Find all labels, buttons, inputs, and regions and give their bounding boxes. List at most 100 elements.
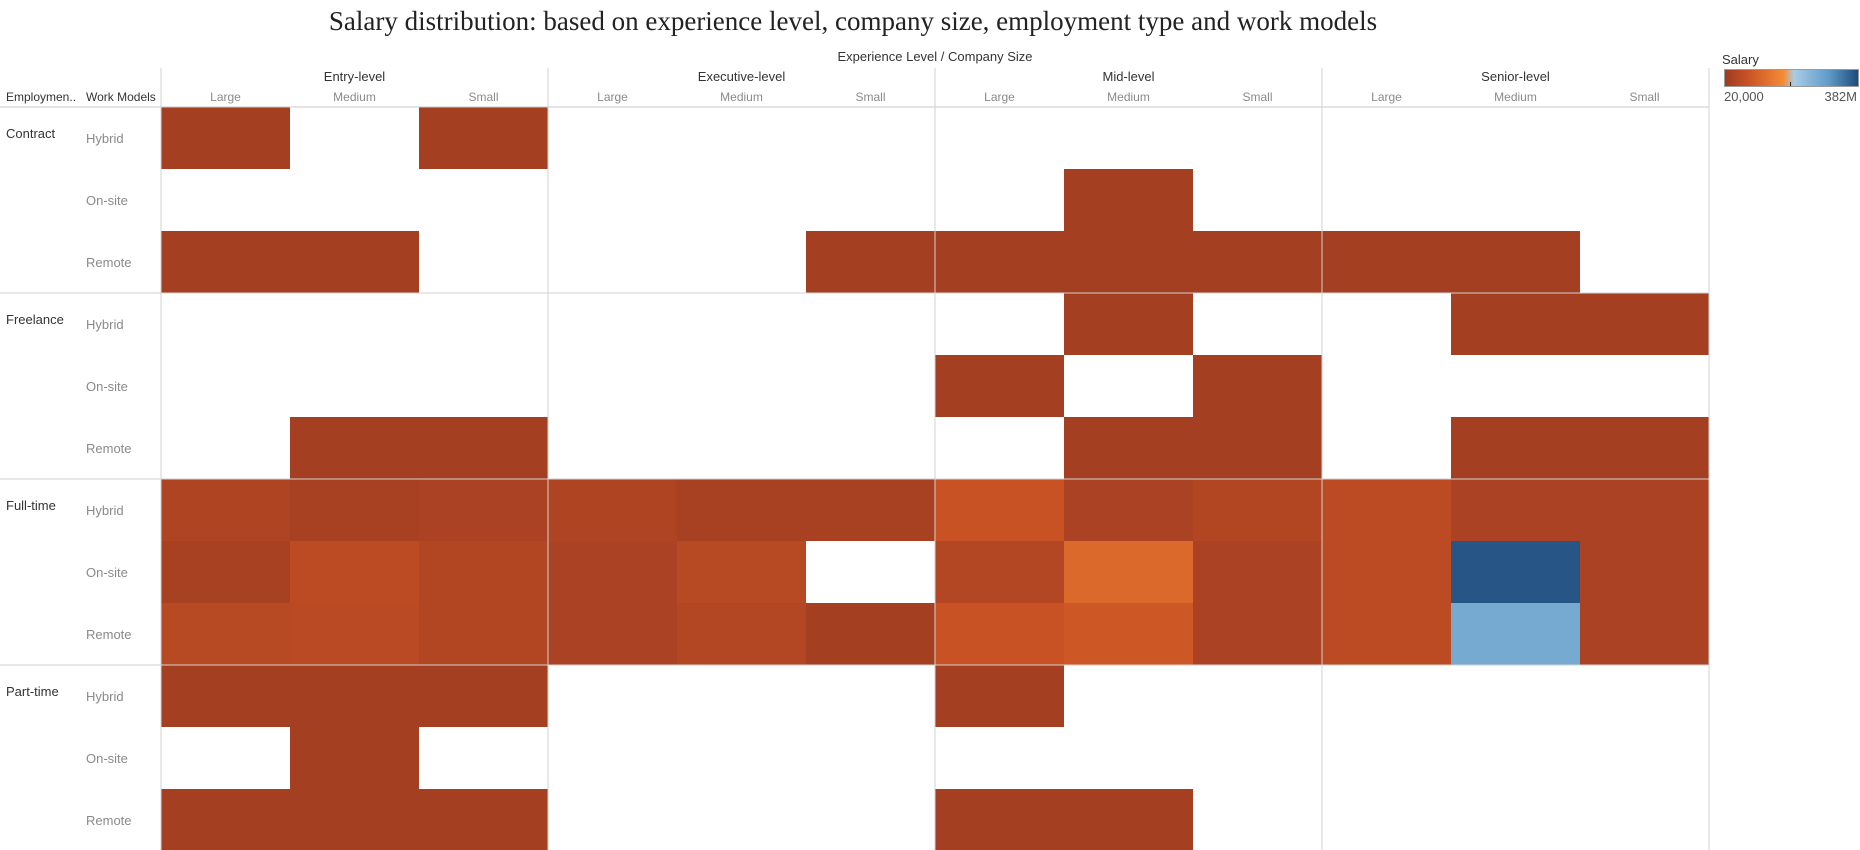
heatmap-cell <box>1580 603 1709 665</box>
heatmap-cell <box>290 665 419 727</box>
work-model-label: Remote <box>86 441 132 456</box>
heatmap-cell <box>935 355 1064 417</box>
heatmap-cell <box>161 665 290 727</box>
heatmap-cell <box>161 479 290 541</box>
heatmap-cell <box>806 231 935 293</box>
work-model-label: Remote <box>86 627 132 642</box>
heatmap-cell <box>419 789 548 850</box>
heatmap-cell <box>1193 541 1322 603</box>
heatmap-cell <box>419 417 548 479</box>
heatmap-cell <box>161 107 290 169</box>
heatmap-cell <box>1322 603 1451 665</box>
row-header-work-models: Work Models <box>86 90 156 104</box>
company-size-label: Medium <box>333 90 376 104</box>
heatmap-cell <box>419 541 548 603</box>
work-model-label: On-site <box>86 751 128 766</box>
heatmap-cell <box>1451 293 1580 355</box>
heatmap-cell <box>548 603 677 665</box>
company-size-label: Medium <box>1107 90 1150 104</box>
legend-max-label: 382M <box>1824 89 1857 104</box>
heatmap-cell <box>548 479 677 541</box>
column-header: Experience Level / Company Size <box>837 49 1032 64</box>
heatmap-cell <box>1451 479 1580 541</box>
heatmap-cell <box>1193 603 1322 665</box>
row-header-employment: Employmen.. <box>6 90 76 104</box>
company-size-label: Large <box>1371 90 1402 104</box>
company-size-label: Large <box>597 90 628 104</box>
heatmap-cell <box>1193 417 1322 479</box>
legend-min-label: 20,000 <box>1724 89 1764 104</box>
heatmap-cell <box>1064 479 1193 541</box>
heatmap-cell <box>806 603 935 665</box>
heatmap-cell <box>548 541 677 603</box>
heatmap-cell <box>1064 293 1193 355</box>
heatmap-cell <box>1580 541 1709 603</box>
heatmap-cell <box>935 603 1064 665</box>
heatmap-cell <box>1451 603 1580 665</box>
heatmap-cell <box>290 479 419 541</box>
heatmap-cell <box>1451 541 1580 603</box>
experience-level-header: Senior-level <box>1481 69 1550 84</box>
work-model-label: On-site <box>86 379 128 394</box>
heatmap-cell <box>419 665 548 727</box>
heatmap-chart: Experience Level / Company Size Entry-lev… <box>0 49 1710 850</box>
heatmap-cell <box>290 789 419 850</box>
work-model-label: Hybrid <box>86 317 124 332</box>
employment-type-label: Contract <box>6 126 56 141</box>
company-size-label: Large <box>210 90 241 104</box>
heatmap-cell <box>1064 231 1193 293</box>
experience-level-header: Entry-level <box>324 69 386 84</box>
heatmap-cell <box>419 603 548 665</box>
heatmap-cell <box>1193 231 1322 293</box>
heatmap-cell <box>290 603 419 665</box>
heatmap-cell <box>290 231 419 293</box>
heatmap-cell <box>1064 541 1193 603</box>
experience-level-header: Executive-level <box>698 69 786 84</box>
work-model-label: On-site <box>86 193 128 208</box>
work-model-label: Remote <box>86 255 132 270</box>
company-size-label: Large <box>984 90 1015 104</box>
employment-type-label: Full-time <box>6 498 56 513</box>
heatmap-cell <box>1451 231 1580 293</box>
heatmap-cell <box>419 107 548 169</box>
heatmap-cell <box>677 479 806 541</box>
employment-type-label: Freelance <box>6 312 64 327</box>
heatmap-cell <box>161 789 290 850</box>
heatmap-cell <box>1064 417 1193 479</box>
heatmap-cell <box>1193 355 1322 417</box>
work-model-label: Hybrid <box>86 131 124 146</box>
company-size-label: Medium <box>720 90 763 104</box>
heatmap-cell <box>1451 417 1580 479</box>
heatmap-cell <box>1064 169 1193 231</box>
company-size-label: Small <box>1242 90 1272 104</box>
company-size-label: Small <box>855 90 885 104</box>
legend-title: Salary <box>1722 52 1759 67</box>
heatmap-cell <box>161 603 290 665</box>
company-size-label: Small <box>468 90 498 104</box>
legend-color-bar <box>1724 69 1859 87</box>
heatmap-cell <box>290 541 419 603</box>
heatmap-cell <box>161 231 290 293</box>
heatmap-cell <box>1322 479 1451 541</box>
company-size-label: Medium <box>1494 90 1537 104</box>
heatmap-cell <box>677 603 806 665</box>
heatmap-cell <box>806 479 935 541</box>
work-model-label: Remote <box>86 813 132 828</box>
heatmap-cell <box>677 541 806 603</box>
company-size-label: Small <box>1629 90 1659 104</box>
heatmap-cell <box>419 479 548 541</box>
legend-tick <box>1790 82 1791 86</box>
work-model-label: Hybrid <box>86 503 124 518</box>
heatmap-cell <box>1580 479 1709 541</box>
heatmap-cell <box>935 541 1064 603</box>
heatmap-cell <box>290 417 419 479</box>
experience-level-header: Mid-level <box>1102 69 1154 84</box>
heatmap-cell <box>1064 789 1193 850</box>
work-model-label: On-site <box>86 565 128 580</box>
heatmap-cell <box>1064 603 1193 665</box>
heatmap-cell <box>935 665 1064 727</box>
heatmap-cell <box>1580 293 1709 355</box>
employment-type-label: Part-time <box>6 684 59 699</box>
heatmap-cell <box>161 541 290 603</box>
heatmap-cell <box>935 231 1064 293</box>
